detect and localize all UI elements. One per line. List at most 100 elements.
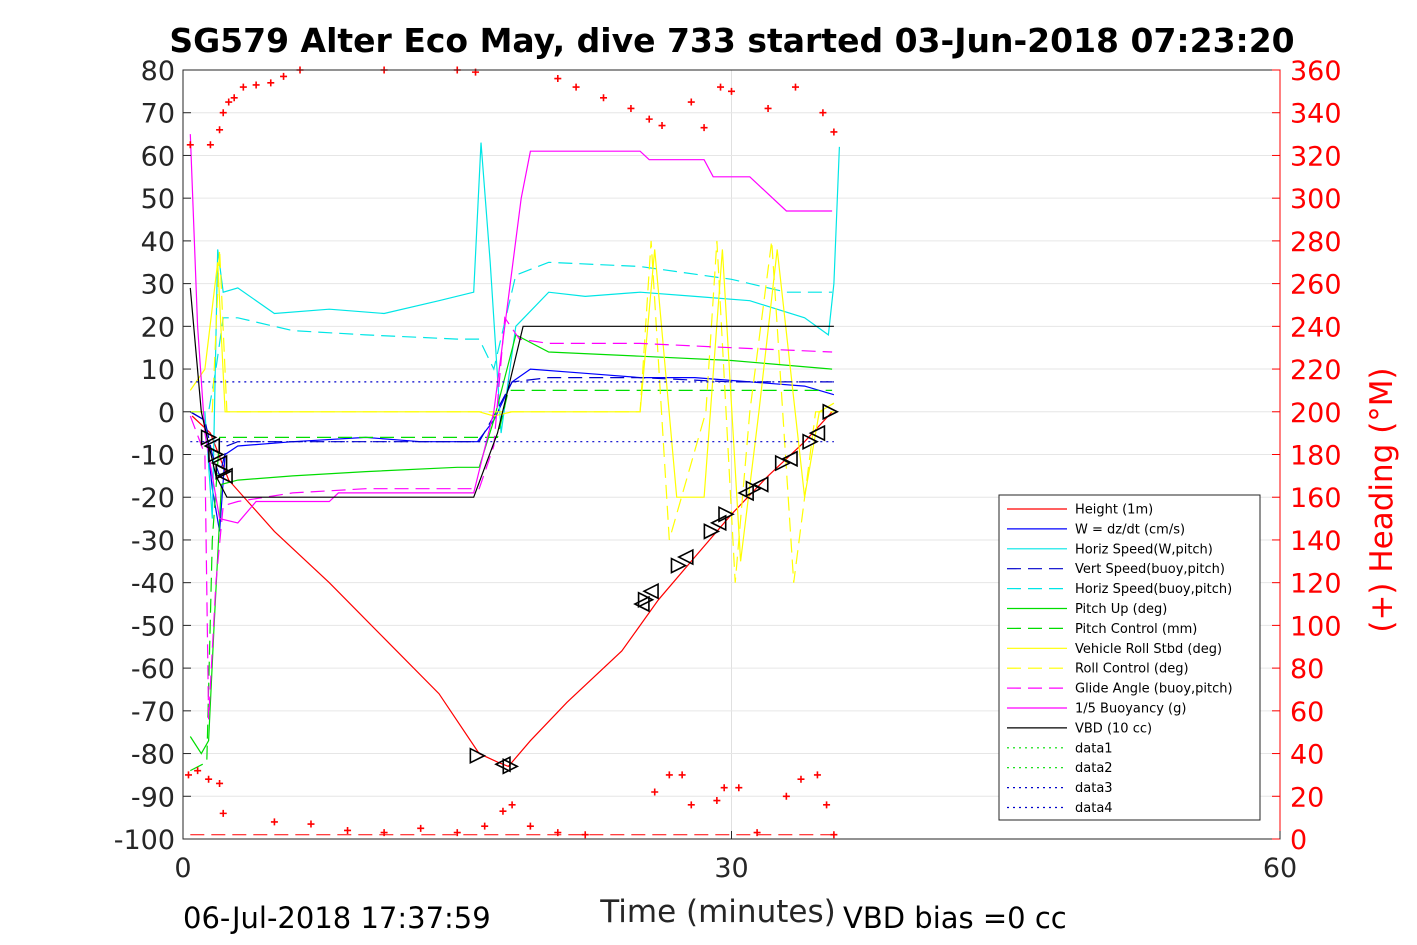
heading-point bbox=[658, 122, 666, 130]
y2-tick-label: 300 bbox=[1290, 184, 1342, 215]
vbd-marker bbox=[637, 591, 655, 609]
y2-tick-label: 260 bbox=[1290, 270, 1342, 301]
y2-tick-label: 20 bbox=[1290, 782, 1324, 813]
heading-point bbox=[508, 801, 516, 809]
legend-label-14: data3 bbox=[1075, 781, 1113, 796]
y-tick-label: -20 bbox=[131, 483, 175, 514]
x-tick-label: 30 bbox=[714, 853, 748, 884]
heading-point bbox=[797, 775, 805, 783]
vbd-marker bbox=[802, 433, 819, 450]
heading-point bbox=[216, 779, 224, 787]
series-line-0 bbox=[191, 411, 833, 768]
heading-point bbox=[713, 797, 721, 805]
y2-tick-label: 0 bbox=[1290, 825, 1307, 856]
heading-point bbox=[219, 809, 227, 817]
heading-point bbox=[239, 83, 247, 91]
heading-point bbox=[791, 83, 799, 91]
y-tick-label: 80 bbox=[141, 56, 175, 87]
heading-point bbox=[600, 94, 608, 102]
x-axis-label: Time (minutes) bbox=[599, 894, 835, 930]
heading-point bbox=[627, 104, 635, 112]
y-tick-label: -40 bbox=[131, 569, 175, 600]
y2-axis-label: (+) Heading (°M) bbox=[1364, 367, 1400, 632]
legend-label-13: data2 bbox=[1075, 761, 1113, 776]
heading-point bbox=[830, 128, 838, 136]
y2-tick-label: 120 bbox=[1290, 569, 1342, 600]
heading-point bbox=[581, 831, 589, 839]
series-line-4 bbox=[190, 261, 833, 413]
heading-point bbox=[700, 124, 708, 132]
vbd-marker bbox=[670, 557, 688, 574]
y-tick-label: -10 bbox=[131, 441, 175, 472]
heading-points bbox=[184, 66, 838, 839]
heading-point bbox=[717, 83, 725, 91]
legend-label-1: W = dz/dt (cm/s) bbox=[1075, 522, 1185, 537]
y2-tick-label: 60 bbox=[1290, 697, 1324, 728]
legend-label-0: Height (1m) bbox=[1075, 503, 1153, 518]
heading-point bbox=[225, 98, 233, 106]
heading-point bbox=[206, 141, 214, 149]
footer-timestamp: 06-Jul-2018 17:37:59 bbox=[183, 901, 491, 935]
legend-label-6: Pitch Control (mm) bbox=[1075, 622, 1197, 637]
heading-point bbox=[417, 824, 425, 832]
vbd-marker bbox=[718, 506, 735, 523]
y2-tick-label: 40 bbox=[1290, 740, 1324, 771]
y-tick-label: -90 bbox=[131, 782, 175, 813]
y2-tick-label: 220 bbox=[1290, 355, 1342, 386]
vbd-marker bbox=[216, 467, 233, 485]
heading-point bbox=[344, 826, 352, 834]
y-tick-label: 70 bbox=[141, 99, 175, 130]
vbd-marker bbox=[208, 446, 225, 463]
vbd-marker bbox=[677, 548, 694, 566]
y2-tick-label: 200 bbox=[1290, 398, 1342, 429]
series-line-5 bbox=[189, 334, 833, 755]
series-line-10 bbox=[189, 134, 833, 524]
series-line-8 bbox=[190, 240, 834, 583]
legend-label-15: data4 bbox=[1075, 801, 1113, 816]
heading-point bbox=[678, 771, 686, 779]
vbd-marker bbox=[502, 758, 520, 775]
y-tick-label: 0 bbox=[158, 398, 175, 429]
y-tick-label: -80 bbox=[131, 740, 175, 771]
vbd-marker bbox=[633, 595, 650, 613]
y-tick-label: 50 bbox=[141, 184, 175, 215]
heading-point bbox=[665, 771, 673, 779]
y2-tick-label: 320 bbox=[1290, 141, 1342, 172]
series-line-3 bbox=[189, 377, 833, 479]
x-tick-label: 0 bbox=[174, 853, 191, 884]
heading-point bbox=[651, 788, 659, 796]
heading-point bbox=[554, 75, 562, 83]
legend: Height (1m) W = dz/dt (cm/s) Horiz Speed(W… bbox=[998, 494, 1261, 821]
heading-point bbox=[453, 829, 461, 837]
heading-point bbox=[230, 94, 238, 102]
heading-point bbox=[219, 109, 227, 117]
y2-tick-label: 100 bbox=[1290, 611, 1342, 642]
heading-point bbox=[307, 820, 315, 828]
heading-point bbox=[687, 98, 695, 106]
x-tick-label: 60 bbox=[1263, 853, 1297, 884]
vbd-marker bbox=[808, 424, 826, 442]
legend-label-5: Pitch Up (deg) bbox=[1075, 602, 1167, 617]
heading-point bbox=[205, 775, 213, 783]
y-axis-right: 3603403203002802602402202001801601401201… bbox=[1272, 56, 1342, 856]
y-tick-label: 40 bbox=[141, 227, 175, 258]
heading-point bbox=[645, 115, 653, 123]
y2-tick-label: 160 bbox=[1290, 483, 1342, 514]
heading-point bbox=[554, 829, 562, 837]
legend-label-8: Roll Control (deg) bbox=[1075, 662, 1189, 677]
y2-tick-label: 240 bbox=[1290, 312, 1342, 343]
vbd-marker bbox=[703, 523, 721, 540]
heading-point bbox=[526, 822, 534, 830]
vbd-marker bbox=[469, 747, 487, 764]
heading-point bbox=[270, 818, 278, 826]
series-line-11 bbox=[189, 287, 834, 498]
legend-label-9: Glide Angle (buoy,pitch) bbox=[1075, 682, 1233, 697]
heading-point bbox=[830, 831, 838, 839]
y2-tick-label: 280 bbox=[1290, 227, 1342, 258]
y-tick-label: 20 bbox=[141, 312, 175, 343]
y-tick-label: 60 bbox=[141, 141, 175, 172]
series-line-9 bbox=[189, 316, 833, 720]
legend-label-10: 1/5 Buoyancy (g) bbox=[1075, 702, 1186, 717]
series-line-6 bbox=[190, 389, 833, 772]
y-axis-left: 80 70 60 50 40 30 20 10 0 -10 -20 -30 -40 -50 -60 -70 -8… bbox=[114, 56, 191, 856]
